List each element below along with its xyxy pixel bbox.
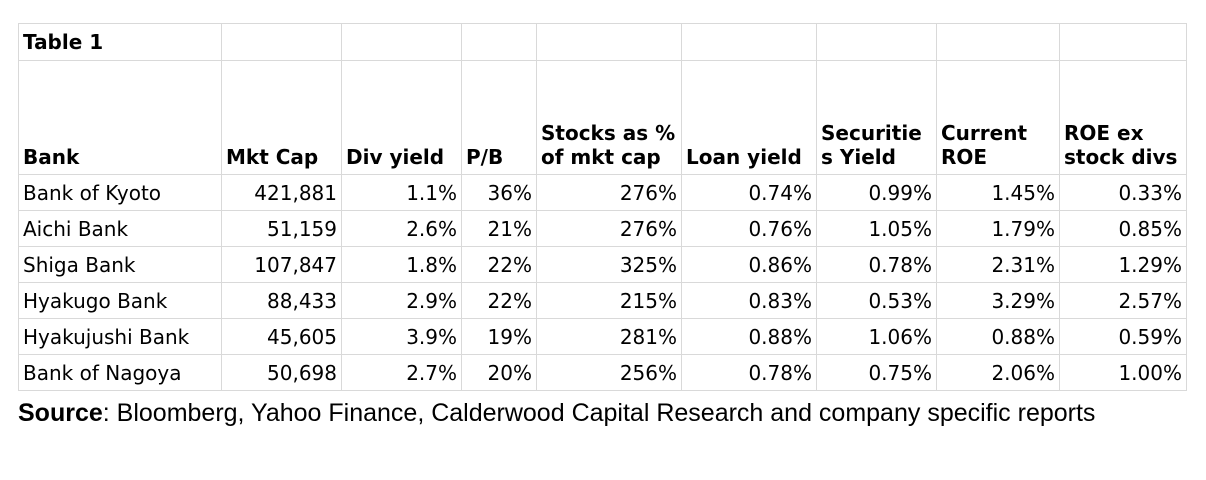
table-row: Bank of Nagoya 50,698 2.7% 20% 256% 0.78% 0.75… xyxy=(18,354,1187,391)
cell-securities-yield: 0.99% xyxy=(816,174,937,211)
cell-pb: 20% xyxy=(461,354,537,391)
cell-securities-yield: 0.53% xyxy=(816,282,937,319)
table-row: Bank of Kyoto 421,881 1.1% 36% 276% 0.74% 0.99… xyxy=(18,174,1187,211)
cell-pb: 22% xyxy=(461,282,537,319)
cell-bank: Aichi Bank xyxy=(18,210,222,247)
bank-comparison-table: Table 1 Bank Mkt Cap Div yield P/B Stock… xyxy=(18,23,1187,391)
table-title-row: Table 1 xyxy=(18,23,1187,61)
cell-bank: Hyakujushi Bank xyxy=(18,318,222,355)
cell-bank: Bank of Kyoto xyxy=(18,174,222,211)
cell-securities-yield: 1.06% xyxy=(816,318,937,355)
cell-roe-ex-stock-divs: 0.85% xyxy=(1059,210,1187,247)
cell-pb: 19% xyxy=(461,318,537,355)
empty-cell xyxy=(221,23,342,61)
cell-loan-yield: 0.76% xyxy=(681,210,817,247)
column-header-pb: P/B xyxy=(461,60,537,175)
cell-mkt-cap: 88,433 xyxy=(221,282,342,319)
cell-pb: 21% xyxy=(461,210,537,247)
cell-roe-ex-stock-divs: 0.59% xyxy=(1059,318,1187,355)
column-header-roe-ex-stock-divs: ROE ex stock divs xyxy=(1059,60,1187,175)
column-header-mkt-cap: Mkt Cap xyxy=(221,60,342,175)
column-header-current-roe: Current ROE xyxy=(936,60,1060,175)
cell-mkt-cap: 51,159 xyxy=(221,210,342,247)
empty-cell xyxy=(461,23,537,61)
cell-mkt-cap: 107,847 xyxy=(221,246,342,283)
cell-div-yield: 2.6% xyxy=(341,210,462,247)
cell-current-roe: 0.88% xyxy=(936,318,1060,355)
cell-roe-ex-stock-divs: 2.57% xyxy=(1059,282,1187,319)
cell-current-roe: 2.06% xyxy=(936,354,1060,391)
cell-current-roe: 2.31% xyxy=(936,246,1060,283)
cell-stocks-pct-mkt-cap: 276% xyxy=(536,174,682,211)
cell-pb: 22% xyxy=(461,246,537,283)
empty-cell xyxy=(816,23,937,61)
cell-securities-yield: 1.05% xyxy=(816,210,937,247)
cell-loan-yield: 0.83% xyxy=(681,282,817,319)
cell-stocks-pct-mkt-cap: 256% xyxy=(536,354,682,391)
cell-securities-yield: 0.78% xyxy=(816,246,937,283)
table-header-row: Bank Mkt Cap Div yield P/B Stocks as % o… xyxy=(18,60,1187,175)
cell-roe-ex-stock-divs: 1.00% xyxy=(1059,354,1187,391)
cell-bank: Hyakugo Bank xyxy=(18,282,222,319)
cell-loan-yield: 0.86% xyxy=(681,246,817,283)
cell-mkt-cap: 45,605 xyxy=(221,318,342,355)
cell-pb: 36% xyxy=(461,174,537,211)
cell-securities-yield: 0.75% xyxy=(816,354,937,391)
cell-roe-ex-stock-divs: 1.29% xyxy=(1059,246,1187,283)
cell-current-roe: 1.79% xyxy=(936,210,1060,247)
column-header-securities-yield: Securitie s Yield xyxy=(816,60,937,175)
empty-cell xyxy=(936,23,1060,61)
cell-stocks-pct-mkt-cap: 281% xyxy=(536,318,682,355)
table-row: Hyakujushi Bank 45,605 3.9% 19% 281% 0.88% 1.0… xyxy=(18,318,1187,355)
cell-div-yield: 2.9% xyxy=(341,282,462,319)
cell-mkt-cap: 421,881 xyxy=(221,174,342,211)
cell-div-yield: 2.7% xyxy=(341,354,462,391)
cell-loan-yield: 0.74% xyxy=(681,174,817,211)
table-row: Shiga Bank 107,847 1.8% 22% 325% 0.86% 0.78% 2.… xyxy=(18,246,1187,283)
column-header-loan-yield: Loan yield xyxy=(681,60,817,175)
cell-loan-yield: 0.88% xyxy=(681,318,817,355)
cell-current-roe: 1.45% xyxy=(936,174,1060,211)
cell-current-roe: 3.29% xyxy=(936,282,1060,319)
source-text: : Bloomberg, Yahoo Finance, Calderwood C… xyxy=(102,399,1096,427)
cell-div-yield: 1.8% xyxy=(341,246,462,283)
table-row: Aichi Bank 51,159 2.6% 21% 276% 0.76% 1.05% 1.7… xyxy=(18,210,1187,247)
cell-loan-yield: 0.78% xyxy=(681,354,817,391)
cell-stocks-pct-mkt-cap: 276% xyxy=(536,210,682,247)
table-row: Hyakugo Bank 88,433 2.9% 22% 215% 0.83% 0.53% 3… xyxy=(18,282,1187,319)
cell-stocks-pct-mkt-cap: 325% xyxy=(536,246,682,283)
cell-bank: Shiga Bank xyxy=(18,246,222,283)
cell-div-yield: 1.1% xyxy=(341,174,462,211)
empty-cell xyxy=(536,23,682,61)
cell-div-yield: 3.9% xyxy=(341,318,462,355)
column-header-stocks-pct-mkt-cap: Stocks as % of mkt cap xyxy=(536,60,682,175)
empty-cell xyxy=(681,23,817,61)
source-label: Source xyxy=(18,399,103,427)
cell-roe-ex-stock-divs: 0.33% xyxy=(1059,174,1187,211)
cell-stocks-pct-mkt-cap: 215% xyxy=(536,282,682,319)
empty-cell xyxy=(1059,23,1187,61)
empty-cell xyxy=(341,23,462,61)
source-note: Source: Bloomberg, Yahoo Finance, Calder… xyxy=(18,397,1188,430)
cell-mkt-cap: 50,698 xyxy=(221,354,342,391)
cell-bank: Bank of Nagoya xyxy=(18,354,222,391)
column-header-div-yield: Div yield xyxy=(341,60,462,175)
column-header-bank: Bank xyxy=(18,60,222,175)
table-title: Table 1 xyxy=(18,23,222,61)
